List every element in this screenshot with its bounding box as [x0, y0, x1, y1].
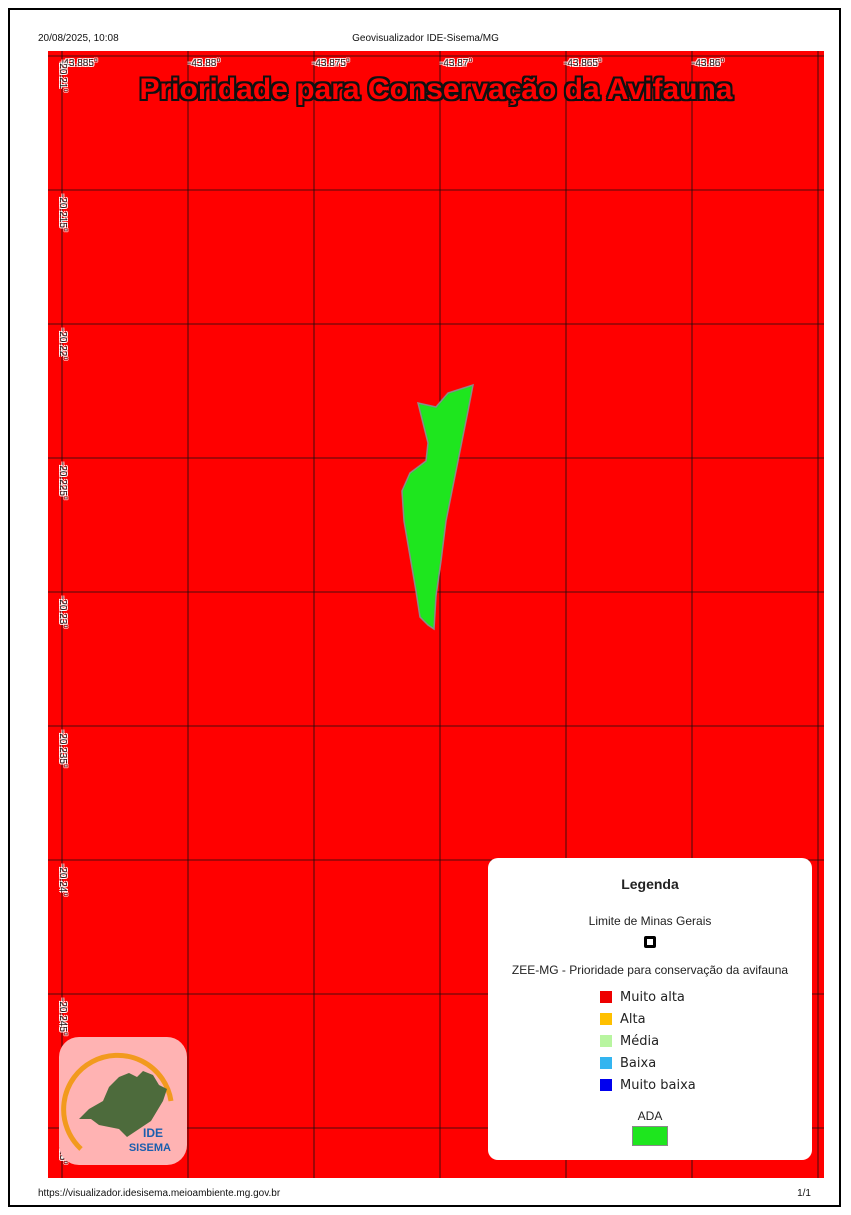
ide-sisema-logo: IDE SISEMA	[59, 1037, 187, 1165]
longitude-label: -43.87°	[440, 58, 473, 69]
latitude-label: -20.21°	[57, 60, 68, 93]
logo-graphic: IDE SISEMA	[61, 1052, 174, 1154]
logo-text-sisema: SISEMA	[129, 1142, 171, 1154]
legend-item-label: Média	[620, 1033, 660, 1049]
legend-item-muito-baixa: Muito baixa	[600, 1074, 696, 1096]
legend-limite-label: Limite de Minas Gerais	[588, 914, 712, 928]
logo-orange-arc	[61, 1052, 174, 1151]
latitude-label: -20.245°	[57, 998, 68, 1036]
logo-text-ide: IDE	[143, 1126, 163, 1140]
print-datetime: 20/08/2025, 10:08	[38, 33, 119, 44]
legend-swatch	[600, 1057, 612, 1069]
legend-items: Muito alta Alta Média Baixa Muito baixa	[600, 986, 696, 1096]
legend-item-label: Muito baixa	[620, 1077, 696, 1093]
ada-swatch	[632, 1126, 668, 1146]
legend-item-muito-alta: Muito alta	[600, 986, 696, 1008]
latitude-label: -20.225°	[57, 462, 68, 500]
latitude-label: -20.215°	[57, 194, 68, 232]
longitude-label: -43.88°	[188, 58, 221, 69]
latitude-label: -20.22°	[57, 328, 68, 361]
app-title: Geovisualizador IDE-Sisema/MG	[352, 33, 499, 44]
map-title: Prioridade para Conservação da Avifauna	[139, 73, 733, 106]
limite-boundary-symbol	[644, 936, 656, 948]
legend-item-media: Média	[600, 1030, 696, 1052]
longitude-label: -43.885°	[60, 58, 98, 69]
page-border	[8, 8, 841, 1207]
legend-swatch	[600, 991, 612, 1003]
legend-item-label: Baixa	[620, 1055, 657, 1071]
legend-swatch	[600, 1013, 612, 1025]
longitude-label: -43.86°	[692, 58, 725, 69]
latitude-label: -20.24°	[57, 864, 68, 897]
legend-item-alta: Alta	[600, 1008, 696, 1030]
page-number: 1/1	[797, 1188, 811, 1199]
longitude-label: -43.865°	[564, 58, 602, 69]
ada-polygon	[401, 383, 474, 631]
legend-title: Legenda	[621, 876, 679, 892]
latitude-label: -20.23°	[57, 596, 68, 629]
legend-item-label: Muito alta	[620, 989, 685, 1005]
minas-gerais-map-icon	[79, 1071, 167, 1137]
map-canvas[interactable]: Prioridade para Conservação da Avifauna …	[48, 51, 824, 1178]
legend-item-label: Alta	[620, 1011, 646, 1027]
legend-item-baixa: Baixa	[600, 1052, 696, 1074]
map-legend: Legenda Limite de Minas Gerais ZEE-MG - …	[488, 858, 812, 1160]
legend-zee-label: ZEE-MG - Prioridade para conservação da …	[511, 963, 789, 977]
latitude-label: -20.235°	[57, 730, 68, 768]
footer-url[interactable]: https://visualizador.idesisema.meioambie…	[38, 1188, 281, 1199]
legend-ada-label: ADA	[637, 1109, 663, 1123]
longitude-label: -43.875°	[312, 58, 350, 69]
legend-swatch	[600, 1079, 612, 1091]
legend-swatch	[600, 1035, 612, 1047]
